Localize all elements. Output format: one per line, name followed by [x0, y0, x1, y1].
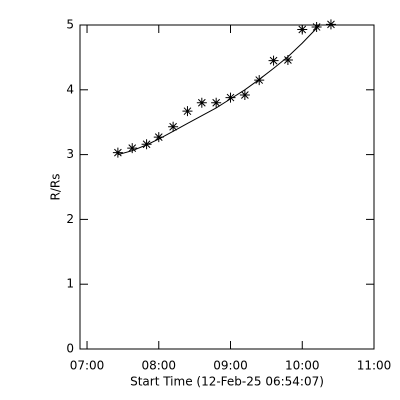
asterisk-point — [325, 19, 336, 30]
asterisk-point — [182, 106, 193, 117]
asterisk-point — [127, 143, 138, 154]
plot-area — [117, 25, 321, 156]
asterisk-point — [112, 147, 123, 158]
y-tick-label: 0 — [66, 342, 74, 356]
plot-frame — [79, 24, 375, 350]
x-tick-label: 07:00 — [70, 359, 105, 373]
asterisk-point — [254, 75, 265, 86]
x-tick-label: 09:00 — [213, 359, 248, 373]
x-tick-label: 10:00 — [285, 359, 320, 373]
y-tick-label: 5 — [66, 18, 74, 32]
asterisk-point — [153, 132, 164, 143]
y-tick-label: 1 — [66, 277, 74, 291]
x-tick-label: 11:00 — [357, 359, 392, 373]
y-tick-label: 3 — [66, 147, 74, 161]
asterisk-point — [196, 97, 207, 108]
fit-line — [117, 25, 321, 156]
x-tick-label: 08:00 — [141, 359, 176, 373]
asterisk-point — [239, 89, 250, 100]
y-tick-label: 2 — [66, 212, 74, 226]
asterisk-point — [311, 21, 322, 32]
asterisk-point — [225, 92, 236, 103]
asterisk-point — [211, 97, 222, 108]
asterisk-point — [297, 24, 308, 35]
asterisk-point — [268, 55, 279, 66]
asterisk-point — [168, 121, 179, 132]
asterisk-point — [282, 54, 293, 65]
asterisk-point — [141, 139, 152, 150]
x-axis-label: Start Time (12-Feb-25 06:54:07) — [130, 375, 324, 389]
y-tick-label: 4 — [66, 82, 74, 96]
y-axis-label: R/Rs — [49, 174, 63, 201]
